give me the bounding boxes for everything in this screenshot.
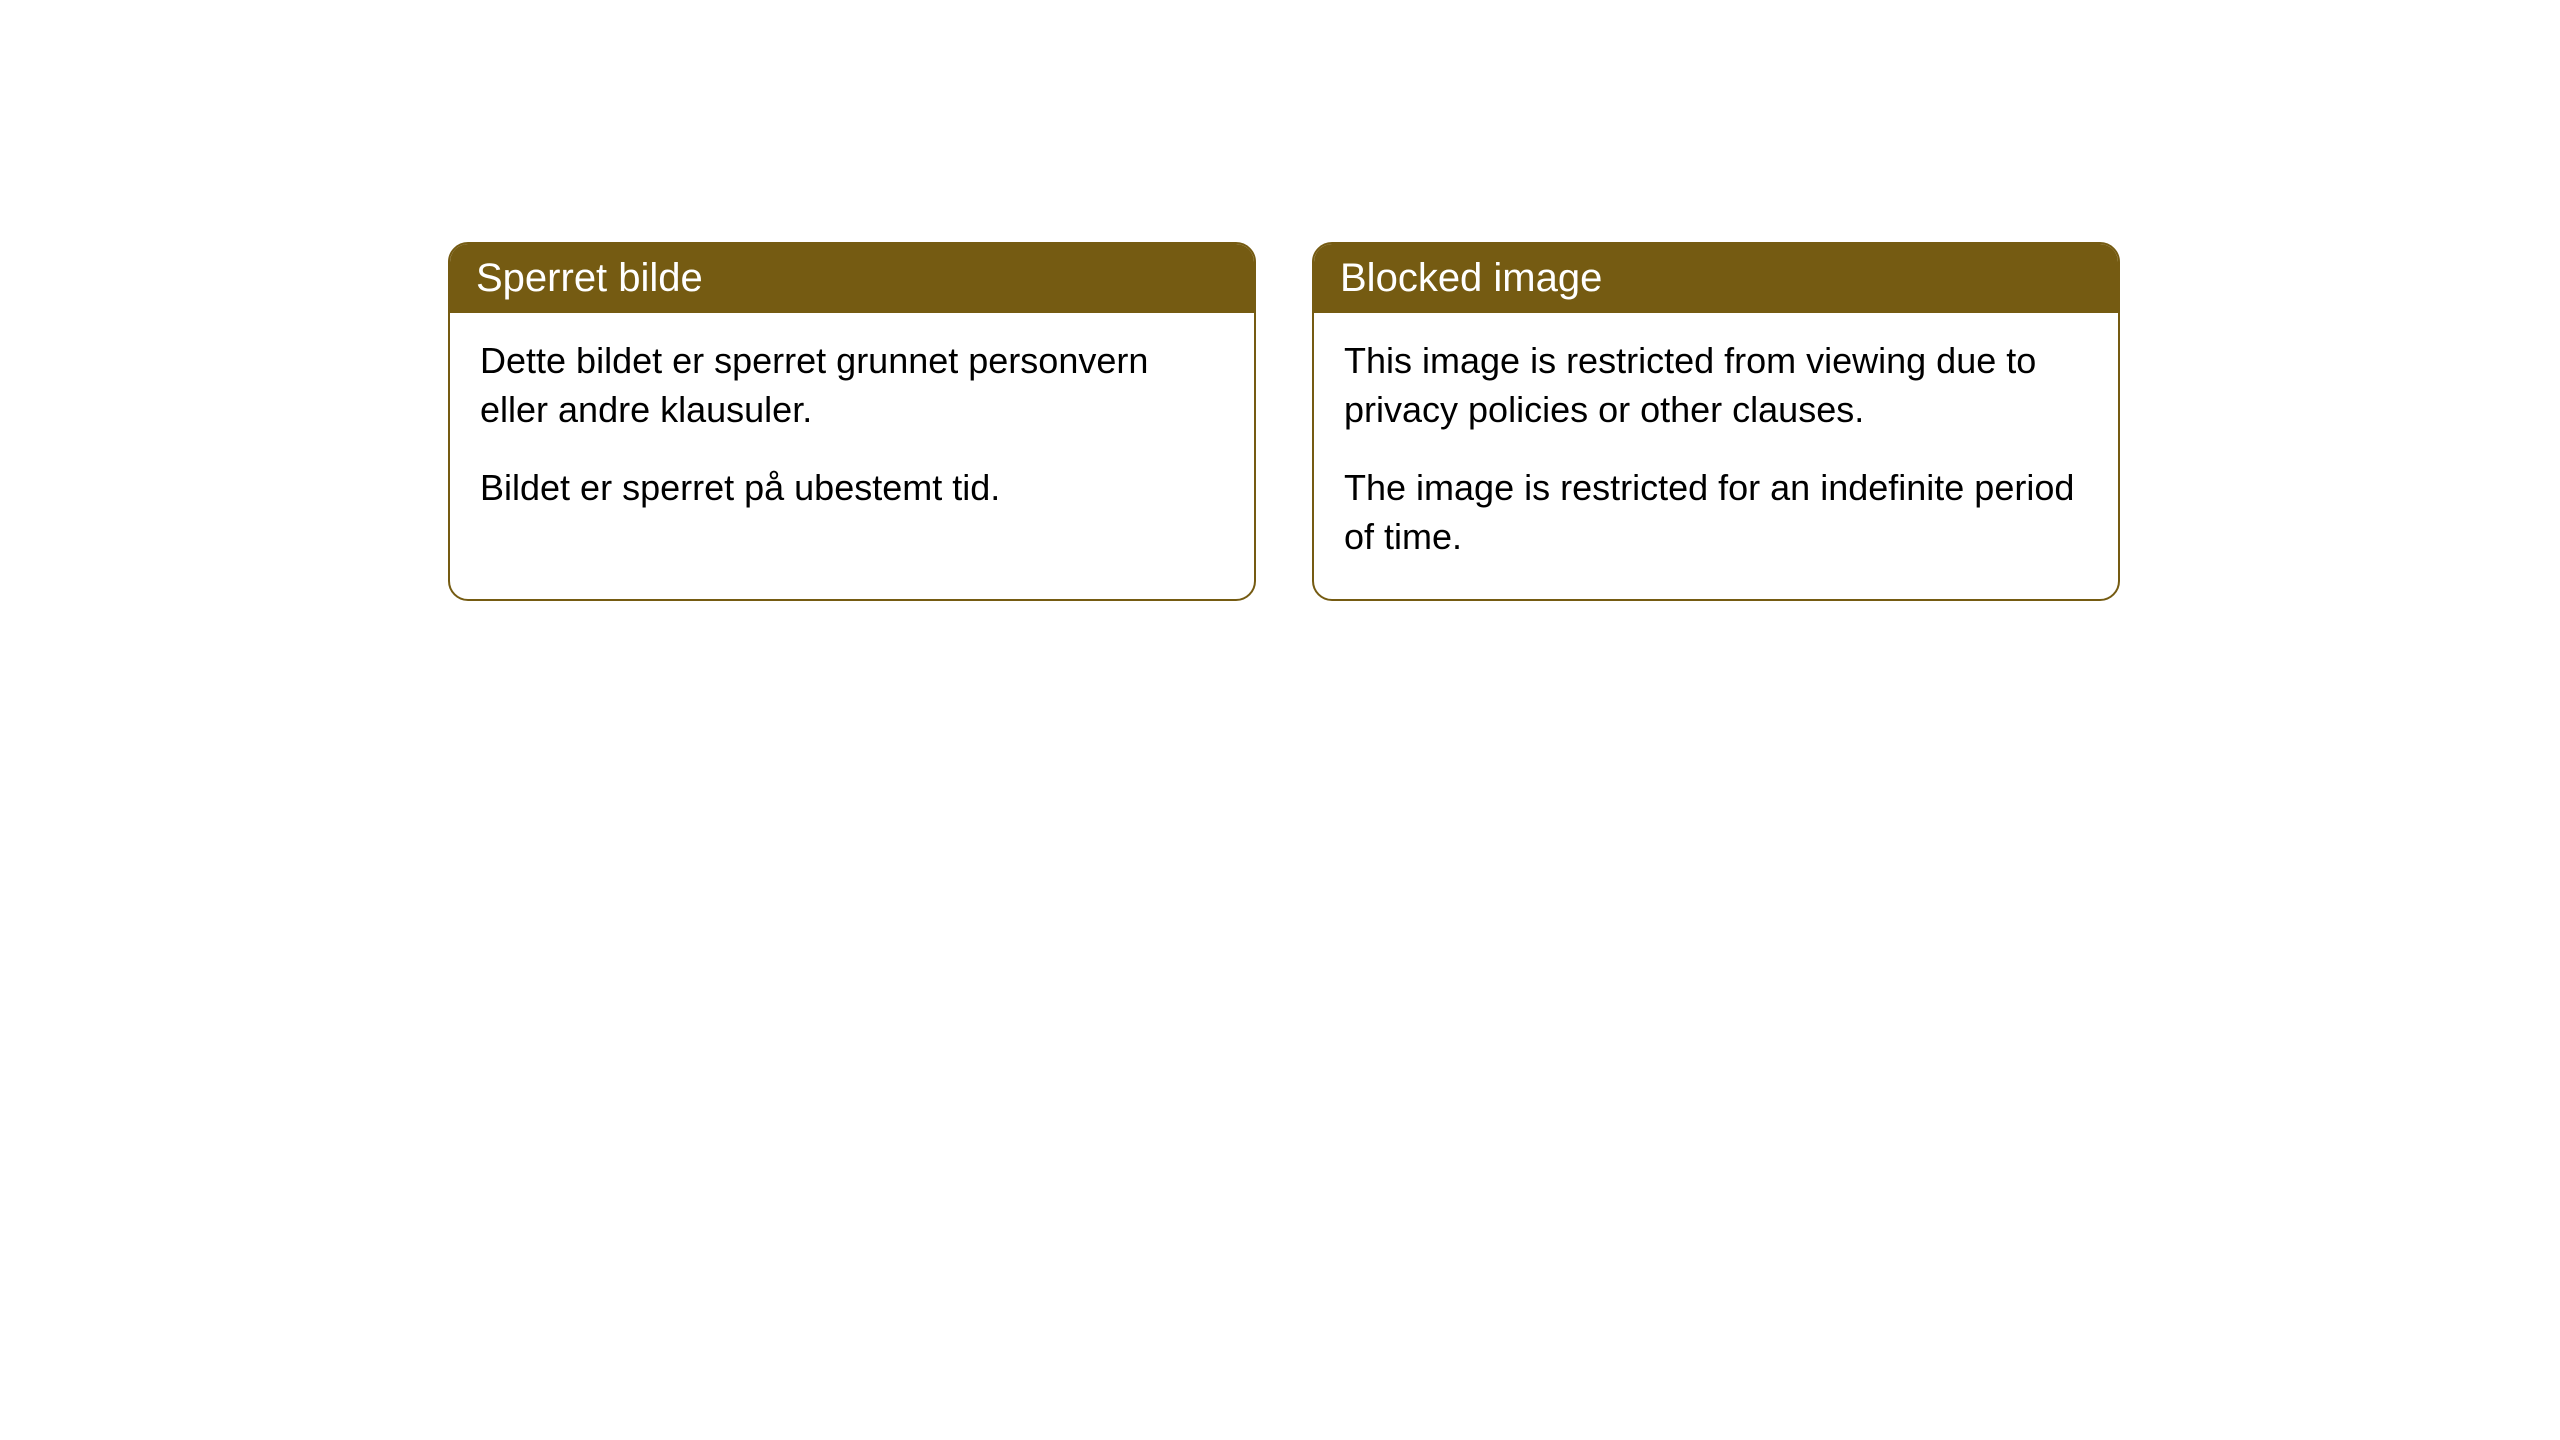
card-title: Blocked image [1340, 256, 1602, 300]
blocked-image-card-no: Sperret bilde Dette bildet er sperret gr… [448, 242, 1256, 601]
card-paragraph: Dette bildet er sperret grunnet personve… [480, 337, 1224, 434]
blocked-image-card-en: Blocked image This image is restricted f… [1312, 242, 2120, 601]
card-title: Sperret bilde [476, 256, 703, 300]
card-paragraph: The image is restricted for an indefinit… [1344, 464, 2088, 561]
card-paragraph: Bildet er sperret på ubestemt tid. [480, 464, 1224, 513]
card-paragraph: This image is restricted from viewing du… [1344, 337, 2088, 434]
cards-container: Sperret bilde Dette bildet er sperret gr… [448, 242, 2120, 601]
card-header: Blocked image [1314, 244, 2118, 313]
card-header: Sperret bilde [450, 244, 1254, 313]
card-body: This image is restricted from viewing du… [1314, 313, 2118, 599]
card-body: Dette bildet er sperret grunnet personve… [450, 313, 1254, 551]
